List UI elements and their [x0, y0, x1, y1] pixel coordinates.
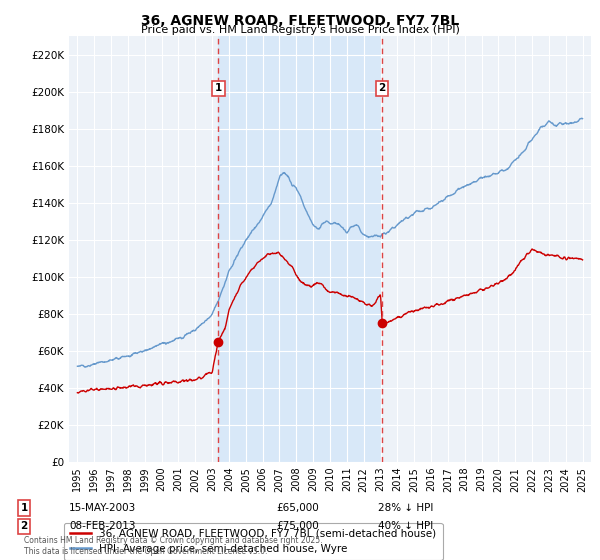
Text: 36, AGNEW ROAD, FLEETWOOD, FY7 7BL: 36, AGNEW ROAD, FLEETWOOD, FY7 7BL — [141, 14, 459, 28]
Text: 15-MAY-2003: 15-MAY-2003 — [69, 503, 136, 513]
Legend: 36, AGNEW ROAD, FLEETWOOD, FY7 7BL (semi-detached house), HPI: Average price, se: 36, AGNEW ROAD, FLEETWOOD, FY7 7BL (semi… — [64, 522, 443, 560]
Text: £75,000: £75,000 — [276, 521, 319, 531]
Text: 08-FEB-2013: 08-FEB-2013 — [69, 521, 136, 531]
Text: £65,000: £65,000 — [276, 503, 319, 513]
Text: 1: 1 — [215, 83, 222, 93]
Text: 40% ↓ HPI: 40% ↓ HPI — [378, 521, 433, 531]
Text: 2: 2 — [20, 521, 28, 531]
Text: Contains HM Land Registry data © Crown copyright and database right 2025.
This d: Contains HM Land Registry data © Crown c… — [24, 536, 323, 556]
Text: Price paid vs. HM Land Registry's House Price Index (HPI): Price paid vs. HM Land Registry's House … — [140, 25, 460, 35]
Text: 1: 1 — [20, 503, 28, 513]
Text: 2: 2 — [379, 83, 386, 93]
Bar — [218, 36, 382, 462]
Text: 28% ↓ HPI: 28% ↓ HPI — [378, 503, 433, 513]
